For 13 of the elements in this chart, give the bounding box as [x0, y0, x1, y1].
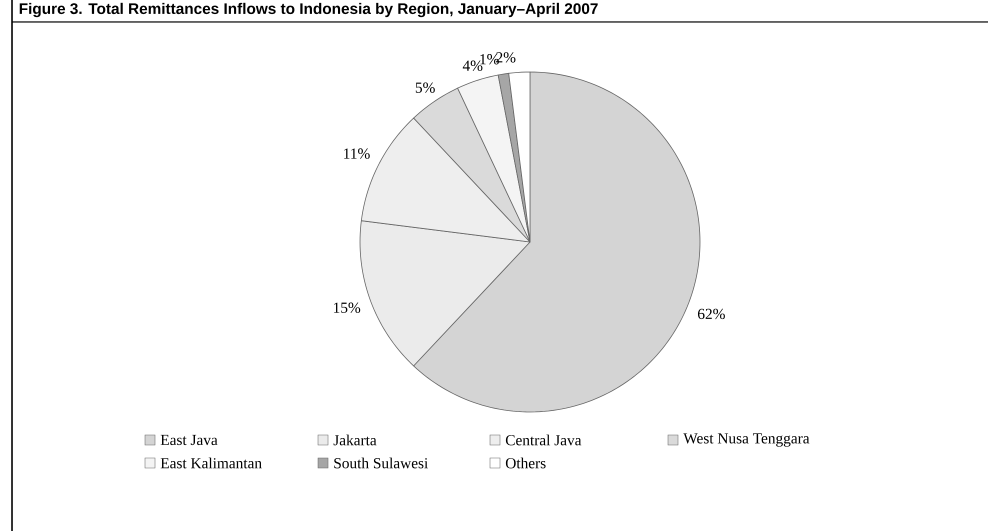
legend-label: East Java [160, 434, 218, 446]
data-label: 15% [334, 302, 360, 313]
data-label: 4% [462, 60, 482, 71]
legend-label: Central Java [506, 434, 582, 446]
data-label: 11% [344, 148, 370, 159]
legend-label: South Sulawesi [334, 458, 428, 468]
legend-label: Jakarta [334, 434, 376, 446]
legend-label: East Kalimantan [160, 458, 262, 468]
chart-title: Figure 3. Total Remittances Inflows to Indonesia by Region, January–April 2007 [20, 2, 598, 18]
data-label: 5% [416, 82, 435, 93]
legend-label: Others [506, 458, 546, 468]
legend-label: West Nusa Tenggara [683, 433, 810, 447]
data-label: 62% [698, 308, 725, 320]
